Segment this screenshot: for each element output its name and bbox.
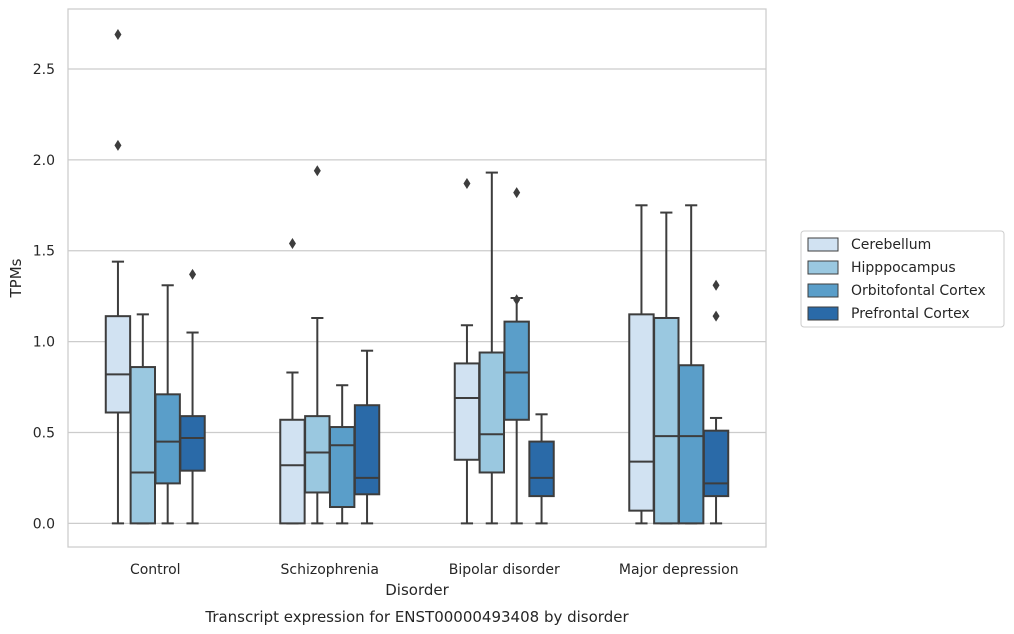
box-0-2 xyxy=(154,284,181,525)
legend-label: Cerebellum xyxy=(851,237,931,253)
x-tick-label: Schizophrenia xyxy=(281,562,379,578)
box-iqr xyxy=(353,404,381,496)
outlier-point xyxy=(712,279,720,291)
box-0-3 xyxy=(179,268,206,525)
box-3-1 xyxy=(653,211,680,525)
box-3-3 xyxy=(702,279,730,525)
legend-label: Hipppocampus xyxy=(851,260,956,276)
y-axis-label: TPMs xyxy=(7,258,25,298)
box-groups xyxy=(104,28,730,525)
box-iqr xyxy=(179,415,206,472)
chart-caption: Transcript expression for ENST0000049340… xyxy=(204,608,629,626)
box-0-0 xyxy=(104,28,132,525)
outlier-point xyxy=(189,268,197,280)
legend-label: Prefrontal Cortex xyxy=(851,306,970,322)
box-1-0 xyxy=(279,237,306,525)
box-iqr xyxy=(503,320,530,421)
box-2-1 xyxy=(478,171,506,525)
box-3-2 xyxy=(677,204,705,525)
box-iqr xyxy=(653,316,680,525)
outlier-point xyxy=(114,139,122,151)
outlier-point xyxy=(513,294,521,306)
box-iqr xyxy=(528,440,555,498)
legend-swatch xyxy=(807,260,839,275)
y-tick-label: 1.5 xyxy=(33,244,55,260)
outlier-point xyxy=(712,310,720,322)
x-tick-labels: Control Schizophrenia Bipolar disorder Majo… xyxy=(130,562,739,578)
box-iqr xyxy=(104,315,132,414)
box-1-1 xyxy=(304,165,331,525)
box-iqr xyxy=(628,313,655,512)
box-iqr xyxy=(279,418,306,525)
y-tick-label: 2.0 xyxy=(33,153,55,169)
box-2-0 xyxy=(453,177,481,525)
box-3-0 xyxy=(628,204,655,525)
outlier-point xyxy=(513,187,521,199)
outlier-point xyxy=(463,177,471,189)
outlier-point xyxy=(114,28,122,40)
box-0-1 xyxy=(129,313,157,525)
legend-swatch xyxy=(807,283,839,298)
box-2-3 xyxy=(528,413,555,525)
legend-swatch xyxy=(807,306,839,321)
legend-label: Orbitofontal Cortex xyxy=(851,283,986,299)
legend-swatch xyxy=(807,237,839,252)
outlier-point xyxy=(288,237,296,249)
y-tick-label: 0.5 xyxy=(33,425,55,441)
box-iqr xyxy=(154,393,181,485)
x-tick-label: Control xyxy=(130,562,181,578)
legend: Cerebellum Hipppocampus Orbitofontal Corte… xyxy=(800,230,1005,328)
box-2-2 xyxy=(503,187,530,525)
box-iqr xyxy=(304,415,331,494)
box-1-3 xyxy=(353,349,381,525)
box-iqr xyxy=(702,429,730,498)
box-iqr xyxy=(453,362,481,461)
box-iqr xyxy=(677,364,705,525)
box-iqr xyxy=(129,366,157,525)
box-1-2 xyxy=(328,384,356,525)
x-tick-label: Bipolar disorder xyxy=(449,562,560,578)
plot-area-frame xyxy=(67,8,767,548)
legend-entries: Cerebellum Hipppocampus Orbitofontal Corte… xyxy=(807,237,986,322)
box-iqr xyxy=(478,351,506,474)
legend-frame xyxy=(800,230,1005,328)
x-tick-label: Major depression xyxy=(619,562,739,578)
y-tick-label: 1.0 xyxy=(33,335,55,351)
outlier-point xyxy=(313,165,321,177)
y-tick-label: 0.0 xyxy=(33,516,55,532)
x-axis-label: Disorder xyxy=(385,581,449,599)
y-tick-labels: 0.0 0.5 1.0 1.5 2.0 2.5 xyxy=(33,62,55,532)
y-tick-label: 2.5 xyxy=(33,62,55,78)
box-iqr xyxy=(328,426,356,509)
